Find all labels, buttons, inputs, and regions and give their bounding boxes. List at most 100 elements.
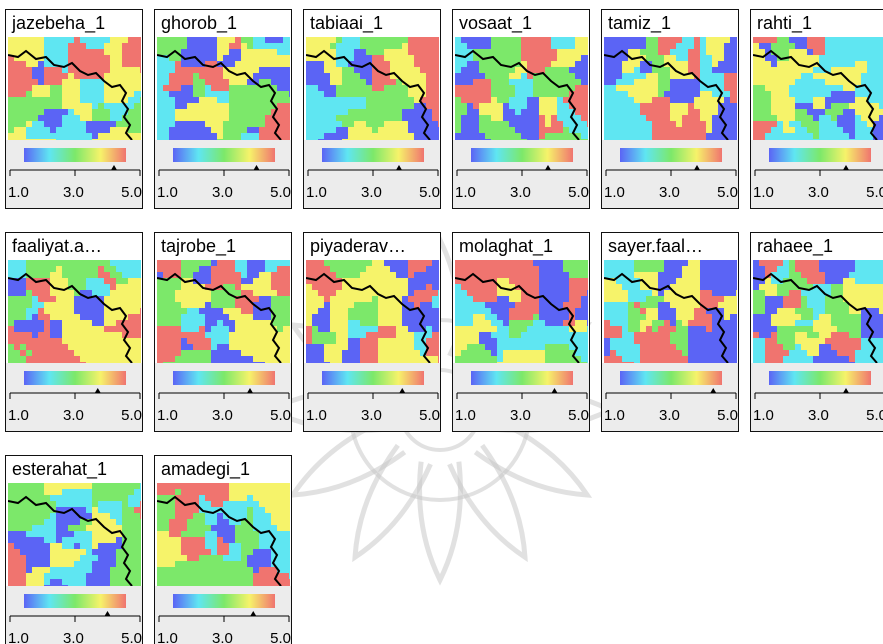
heat-cell bbox=[38, 49, 45, 56]
heat-cell bbox=[92, 133, 99, 140]
heat-cell bbox=[622, 284, 629, 291]
heat-cell bbox=[706, 121, 713, 128]
heat-cell bbox=[819, 79, 826, 86]
heat-cell bbox=[306, 127, 313, 134]
heat-cell bbox=[777, 284, 784, 291]
heat-cell bbox=[581, 278, 588, 285]
heat-cell bbox=[402, 49, 409, 56]
heat-cell bbox=[62, 127, 69, 134]
heat-cell bbox=[92, 49, 99, 56]
heat-cell bbox=[336, 332, 343, 339]
heat-cell bbox=[759, 97, 766, 104]
heat-cell bbox=[515, 115, 522, 122]
heat-cell bbox=[575, 302, 582, 309]
heat-cell bbox=[378, 296, 385, 303]
heat-cell bbox=[777, 121, 784, 128]
heat-cell bbox=[157, 85, 164, 92]
heat-cell bbox=[694, 79, 701, 86]
heat-cell bbox=[473, 272, 480, 279]
heat-cell bbox=[336, 362, 343, 363]
heat-cell bbox=[777, 73, 784, 80]
heat-cell bbox=[390, 356, 397, 363]
heat-cell bbox=[211, 85, 218, 92]
heat-cell bbox=[557, 314, 564, 321]
scale-tick-label: 5.0 bbox=[717, 407, 738, 424]
heat-cell bbox=[831, 121, 838, 128]
heat-cell bbox=[235, 49, 242, 56]
heat-cell bbox=[336, 73, 343, 80]
heat-cell bbox=[604, 61, 611, 68]
heat-cell bbox=[539, 97, 546, 104]
heat-cell bbox=[753, 121, 760, 128]
heat-cell bbox=[384, 43, 391, 50]
heat-cell bbox=[306, 326, 313, 333]
heat-cell bbox=[539, 127, 546, 134]
heat-cell bbox=[277, 127, 284, 134]
heat-cell bbox=[366, 308, 373, 315]
heat-cell bbox=[616, 91, 623, 98]
heat-cell bbox=[92, 139, 99, 140]
heat-cell bbox=[247, 103, 254, 110]
heat-cell bbox=[98, 97, 105, 104]
heat-cell bbox=[157, 55, 164, 62]
heat-cell bbox=[217, 127, 224, 134]
heat-cell bbox=[277, 109, 284, 116]
heat-cell bbox=[664, 344, 671, 351]
heat-cell bbox=[736, 67, 737, 74]
heat-cell bbox=[205, 109, 212, 116]
heat-cell bbox=[545, 67, 552, 74]
color-bar bbox=[24, 148, 126, 162]
color-scale: 1.03.05.0 bbox=[751, 140, 883, 208]
heat-cell bbox=[68, 67, 75, 74]
panel-title: jazebeha_1 bbox=[12, 13, 106, 33]
heat-cell bbox=[169, 278, 176, 285]
heat-cell bbox=[646, 272, 653, 279]
heat-cell bbox=[134, 61, 141, 68]
heat-cell bbox=[533, 362, 540, 363]
heat-cell bbox=[38, 272, 45, 279]
heat-cell bbox=[688, 320, 695, 327]
heat-cell bbox=[640, 67, 647, 74]
heat-cell bbox=[849, 284, 856, 291]
heat-cell bbox=[581, 266, 588, 273]
heat-cell bbox=[461, 302, 468, 309]
heat-cell bbox=[56, 266, 63, 273]
heat-cell bbox=[217, 109, 224, 116]
heat-cell bbox=[116, 296, 123, 303]
heat-cell bbox=[724, 127, 731, 134]
heat-cell bbox=[336, 97, 343, 104]
heat-cell bbox=[718, 290, 725, 297]
heat-cell bbox=[366, 85, 373, 92]
border-line bbox=[604, 49, 729, 140]
heat-cell bbox=[736, 290, 737, 297]
heat-cell bbox=[688, 55, 695, 62]
heat-cell bbox=[92, 103, 99, 110]
heat-cell bbox=[771, 55, 778, 62]
heat-cell bbox=[14, 290, 21, 297]
heat-cell bbox=[652, 139, 659, 140]
heat-cell bbox=[8, 308, 15, 315]
heat-cell bbox=[563, 73, 570, 80]
heat-cell bbox=[718, 320, 725, 327]
heat-cell bbox=[664, 49, 671, 56]
heat-cell bbox=[336, 266, 343, 273]
heat-cell bbox=[289, 266, 290, 273]
heat-cell bbox=[396, 278, 403, 285]
heat-cell bbox=[80, 85, 87, 92]
heat-cell bbox=[706, 109, 713, 116]
heat-cell bbox=[801, 290, 808, 297]
heat-cell bbox=[384, 73, 391, 80]
heat-cell bbox=[134, 344, 141, 351]
heat-cell bbox=[569, 109, 576, 116]
heat-cell bbox=[759, 296, 766, 303]
heat-cell bbox=[432, 338, 439, 345]
heat-cell bbox=[777, 332, 784, 339]
heat-cell bbox=[783, 97, 790, 104]
heat-cell bbox=[664, 121, 671, 128]
heat-cell bbox=[312, 320, 319, 327]
heat-cell bbox=[193, 302, 200, 309]
heat-cell bbox=[736, 79, 737, 86]
heat-cell bbox=[163, 338, 170, 345]
heat-cell bbox=[199, 103, 206, 110]
heat-cell bbox=[181, 127, 188, 134]
